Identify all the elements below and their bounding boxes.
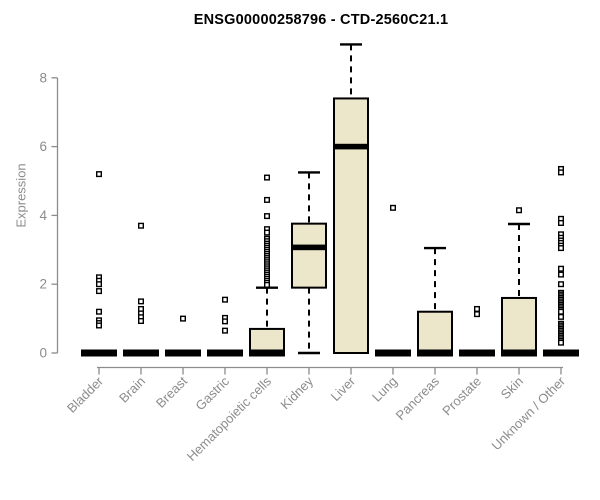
- outlier-point: [95, 281, 102, 288]
- outlier-point: [558, 271, 565, 278]
- box-group-hematopoietic-cells: [249, 174, 285, 357]
- zero-median-bar: [501, 349, 537, 357]
- x-category-label: Gastric: [192, 373, 232, 413]
- zero-median-bar: [375, 349, 411, 357]
- outlier-point: [264, 213, 271, 220]
- outlier-point: [558, 281, 565, 288]
- outlier-point: [558, 265, 565, 272]
- zero-median-bar: [207, 349, 243, 357]
- zero-median-bar: [417, 349, 453, 357]
- outlier-point: [264, 281, 271, 288]
- outlier-point: [558, 219, 565, 226]
- zero-median-bar: [123, 349, 159, 357]
- outlier-point: [474, 305, 481, 312]
- box-rect: [333, 97, 369, 354]
- outlier-point: [137, 222, 144, 229]
- outlier-point: [264, 196, 271, 203]
- x-category-label: Lung: [369, 374, 400, 405]
- box-group-liver: [333, 43, 369, 354]
- zero-median-bar: [81, 349, 117, 357]
- outlier-point: [558, 313, 565, 320]
- x-category-label: Pancreas: [393, 373, 443, 423]
- y-tick-label: 8: [39, 70, 47, 85]
- outlier-point: [221, 318, 228, 325]
- x-category-label: Breast: [153, 373, 190, 410]
- outlier-point: [390, 204, 397, 211]
- outlier-point: [179, 315, 186, 322]
- box-group-brain: [123, 222, 159, 357]
- box-group-lung: [375, 204, 411, 357]
- zero-median-bar: [459, 349, 495, 357]
- y-tick-label: 0: [39, 346, 47, 361]
- box-rect: [291, 222, 327, 289]
- outlier-point: [558, 169, 565, 176]
- outlier-point: [95, 171, 102, 178]
- box-group-pancreas: [417, 246, 453, 357]
- box-rect: [249, 327, 285, 355]
- outlier-point: [137, 318, 144, 325]
- outlier-point: [558, 245, 565, 252]
- zero-median-bar: [249, 349, 285, 357]
- y-tick-label: 2: [39, 277, 47, 292]
- x-category-label: Unknown / Other: [489, 373, 569, 453]
- box-group-skin: [501, 207, 537, 357]
- outlier-point: [221, 327, 228, 334]
- box-group-kidney: [291, 171, 327, 355]
- chart-title: ENSG00000258796 - CTD-2560C21.1: [193, 12, 449, 28]
- x-category-label: Brain: [116, 374, 148, 406]
- box-rect: [417, 310, 453, 354]
- outlier-point: [137, 298, 144, 305]
- outlier-point: [95, 322, 102, 329]
- outlier-point: [264, 229, 271, 236]
- y-tick-label: 4: [39, 208, 47, 223]
- x-category-label: Skin: [498, 374, 526, 402]
- outlier-point: [516, 207, 523, 214]
- box-group-unknown-other: [543, 165, 579, 357]
- outlier-point: [474, 311, 481, 318]
- outlier-point: [264, 174, 271, 181]
- box-rect: [501, 296, 537, 354]
- median-bar: [292, 244, 326, 251]
- box-group-bladder: [81, 171, 117, 357]
- outlier-point: [558, 308, 565, 315]
- box-group-breast: [165, 315, 201, 357]
- x-category-label: Prostate: [439, 374, 484, 419]
- zero-median-bar: [165, 349, 201, 357]
- x-category-label: Bladder: [64, 373, 107, 416]
- outlier-point: [558, 339, 565, 346]
- x-category-label: Liver: [328, 373, 359, 404]
- x-category-label: Kidney: [277, 373, 316, 412]
- y-tick-label: 6: [39, 139, 47, 154]
- box-group-prostate: [459, 305, 495, 357]
- median-bar: [334, 143, 368, 150]
- outlier-point: [95, 308, 102, 315]
- outlier-point: [221, 296, 228, 303]
- box-group-gastric: [207, 296, 243, 357]
- outlier-point: [95, 288, 102, 295]
- zero-median-bar: [543, 349, 579, 357]
